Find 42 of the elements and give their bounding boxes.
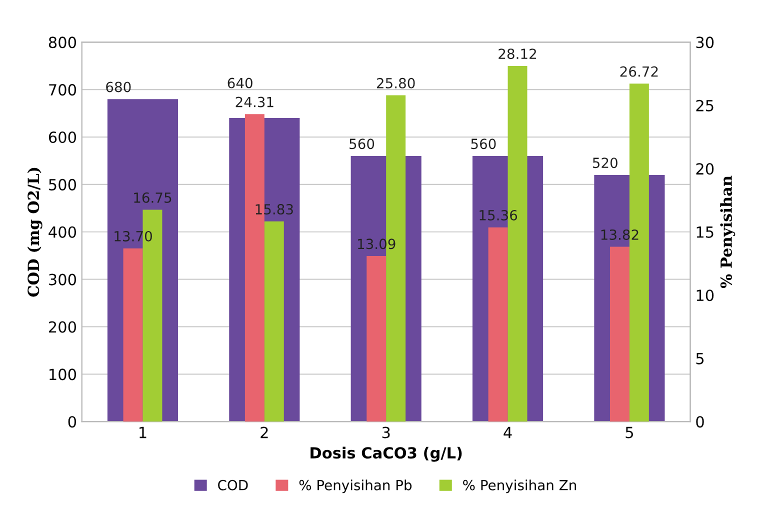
x-tick-label: 5 — [626, 426, 633, 438]
data-label: 560 — [471, 138, 496, 150]
x-tick-label: 2 — [260, 426, 268, 438]
data-label: 25.80 — [376, 78, 415, 88]
data-label: 16.75 — [134, 192, 172, 203]
y2-tick-label: 15 — [696, 226, 714, 238]
bar — [366, 256, 386, 422]
y-axis-title: COD (mg O2/L) — [27, 168, 42, 297]
legend-label: % Penyisihan Pb — [299, 480, 412, 494]
y2-tick-label: 0 — [696, 416, 704, 428]
data-label: 520 — [592, 158, 618, 168]
bar — [610, 246, 630, 422]
x-tick-label: 4 — [504, 426, 512, 438]
data-label: 640 — [228, 78, 252, 88]
x-tick-label: 1 — [140, 426, 146, 438]
legend-label: % Penyisihan Zn — [463, 480, 576, 494]
x-tick-label: 3 — [382, 426, 390, 438]
y2-tick-label: 30 — [696, 36, 714, 48]
y2-axis-title: % Penyisihan — [720, 176, 736, 288]
bar — [264, 221, 284, 422]
y2-tick-label: 5 — [696, 353, 704, 364]
y-tick-label: 600 — [48, 131, 76, 144]
y-tick-label: 300 — [49, 274, 76, 286]
y2-tick-label: 25 — [696, 100, 714, 112]
legend-label: COD — [218, 480, 248, 490]
y-tick-label: 500 — [49, 178, 76, 190]
bar — [123, 248, 143, 422]
y-tick-label: 800 — [48, 36, 76, 48]
y2-tick-label: 20 — [696, 163, 714, 175]
y-tick-label: 400 — [48, 226, 76, 238]
y-tick-label: 200 — [48, 321, 76, 333]
data-label: 680 — [106, 82, 131, 92]
data-label: 24.31 — [236, 96, 274, 108]
data-label: 28.12 — [498, 48, 536, 60]
bar — [488, 227, 508, 422]
y-tick-label: 0 — [68, 416, 76, 428]
y2-tick-label: 10 — [696, 290, 714, 302]
y-tick-label: 100 — [50, 368, 76, 380]
x-axis-title: Dosis CaCO3 (g/L) — [310, 446, 462, 462]
data-label: 26.72 — [620, 66, 658, 77]
data-label: 560 — [350, 138, 374, 150]
y-tick-label: 700 — [49, 84, 76, 96]
